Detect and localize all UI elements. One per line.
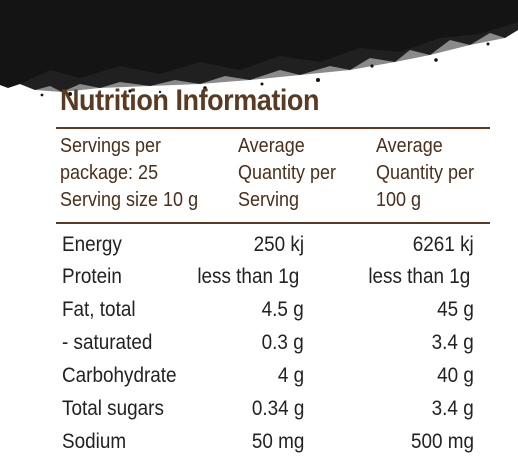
divider-mid — [56, 222, 490, 224]
per-serving-value: 0.3 g — [261, 331, 304, 354]
table-row: Protein less than 1g less than 1g — [0, 262, 518, 294]
table-row: Total sugars 0.34 g 3.4 g — [0, 394, 518, 426]
per-100g-value: 6261 kj — [413, 233, 474, 256]
header-servings: Servings per package: 25 Serving size 10… — [60, 133, 198, 214]
per-100g-value: 40 g — [437, 364, 474, 387]
table-row: Carbohydrate 4 g 40 g — [0, 361, 518, 393]
per-100g-value: 3.4 g — [431, 331, 474, 354]
per-serving-value: 4 g — [277, 364, 304, 387]
header-servings-line: package: 25 — [60, 162, 159, 184]
nutrient-name: - saturated — [62, 331, 153, 354]
header-servings-line: Servings per — [60, 135, 162, 157]
nutrient-name: Fat, total — [62, 298, 136, 321]
per-100g-value: 3.4 g — [431, 397, 474, 420]
per-100g-value: less than 1g — [368, 265, 470, 288]
header-servings-line: Serving size 10 g — [60, 189, 199, 211]
brush-stroke-header — [0, 0, 518, 97]
header-per-serving-line: Quantity per — [238, 162, 337, 184]
nutrient-name: Carbohydrate — [62, 364, 177, 387]
header-per-serving: Average Quantity per Serving — [238, 133, 336, 214]
nutrient-name: Energy — [62, 233, 122, 256]
nutrient-name: Protein — [62, 265, 122, 288]
header-per-100g-line: Average — [376, 135, 443, 157]
per-serving-value: 50 mg — [251, 430, 304, 453]
table-row: Energy 250 kj 6261 kj — [0, 230, 518, 262]
table-row: Sodium 50 mg 500 mg — [0, 427, 518, 459]
header-per-serving-line: Average — [238, 135, 305, 157]
header-per-100g-line: 100 g — [376, 189, 422, 211]
header-per-100g: Average Quantity per 100 g — [376, 133, 474, 214]
per-serving-value: 0.34 g — [251, 397, 304, 420]
divider-top — [56, 127, 490, 129]
per-serving-value: 4.5 g — [261, 298, 304, 321]
per-serving-value: less than 1g — [197, 265, 299, 288]
header-per-100g-line: Quantity per — [376, 162, 475, 184]
nutrient-name: Total sugars — [62, 397, 164, 420]
header-per-serving-line: Serving — [238, 189, 300, 211]
table-row: - saturated 0.3 g 3.4 g — [0, 328, 518, 360]
per-100g-value: 500 mg — [410, 430, 474, 453]
per-serving-value: 250 kj — [253, 233, 304, 256]
page-title: Nutrition Information — [60, 84, 320, 117]
table-row: Fat, total 4.5 g 45 g — [0, 295, 518, 327]
per-100g-value: 45 g — [437, 298, 474, 321]
nutrient-name: Sodium — [62, 430, 127, 453]
